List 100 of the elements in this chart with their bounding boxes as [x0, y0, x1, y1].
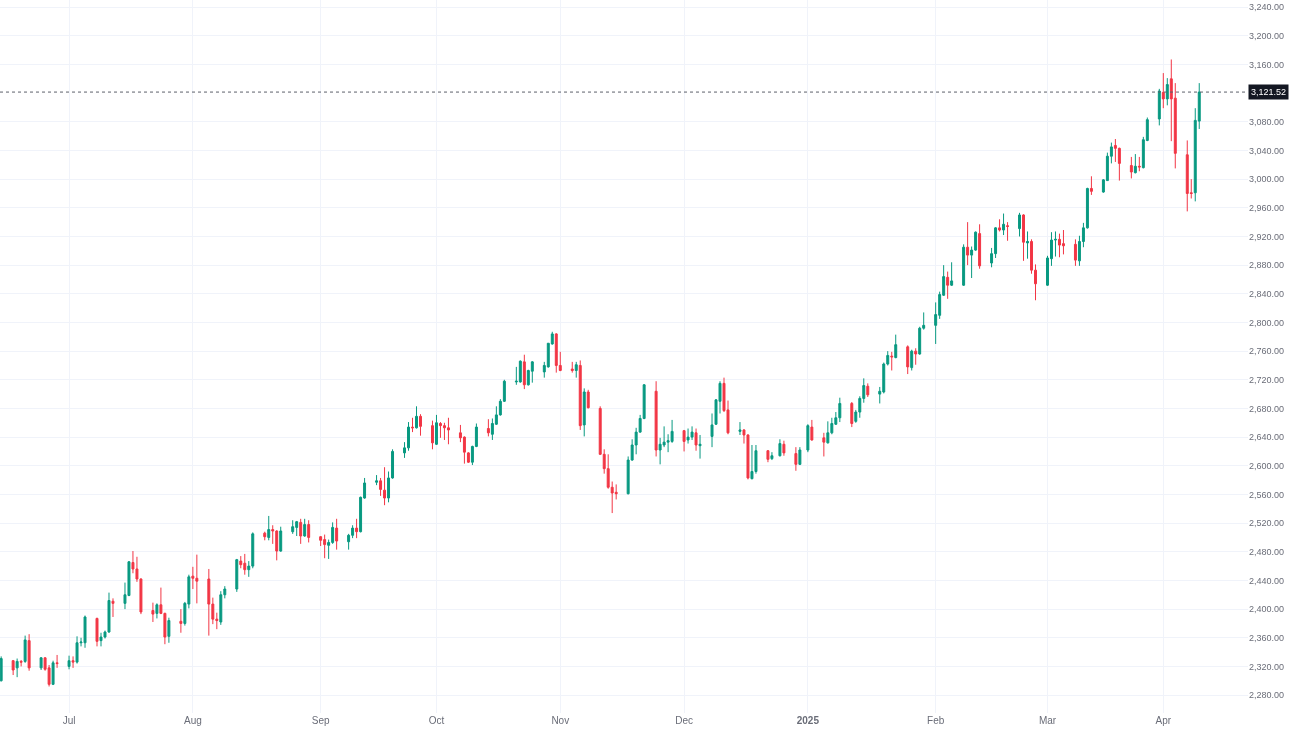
candlestick — [11, 659, 15, 676]
candlestick — [267, 515, 271, 541]
candlestick — [323, 534, 327, 559]
candlestick — [243, 553, 247, 576]
y-tick-label: 2,800.00 — [1249, 317, 1285, 328]
x-tick-label: Dec — [675, 715, 693, 726]
candlestick — [95, 617, 99, 647]
y-tick-label: 2,760.00 — [1249, 346, 1285, 357]
candlestick — [1018, 212, 1022, 237]
candlestick — [698, 434, 702, 460]
candlestick — [522, 354, 526, 390]
candlestick — [419, 413, 422, 437]
candlestick — [966, 221, 970, 266]
x-tick-label: Sep — [311, 715, 330, 726]
y-tick-label: 2,600.00 — [1249, 460, 1285, 471]
y-tick-label: 2,920.00 — [1249, 231, 1285, 242]
candlestick — [894, 334, 898, 359]
candlestick — [107, 592, 111, 634]
candlestick — [263, 532, 267, 541]
candlestick — [866, 382, 870, 398]
y-tick-label: 3,160.00 — [1249, 59, 1285, 70]
y-tick-label: 2,640.00 — [1249, 432, 1285, 443]
candlestick — [1057, 233, 1061, 258]
candlestick — [906, 344, 910, 375]
candlestick — [806, 423, 810, 453]
candlestick — [235, 558, 239, 593]
candlestick — [415, 405, 418, 430]
candlestick — [570, 361, 574, 374]
candlestick — [55, 654, 59, 669]
candlestick — [75, 635, 79, 665]
candlestick — [307, 519, 311, 543]
candlestick — [822, 432, 826, 457]
y-tick-label: 3,040.00 — [1249, 145, 1285, 156]
candlestick — [1133, 153, 1137, 174]
candlestick — [586, 389, 590, 409]
candlestick — [219, 590, 223, 626]
candlestick — [1165, 77, 1169, 106]
y-tick-label: 2,520.00 — [1249, 518, 1285, 529]
candlestick — [111, 597, 115, 618]
candlestick — [690, 425, 694, 441]
y-tick-label: 2,400.00 — [1249, 604, 1285, 615]
y-tick-label: 2,960.00 — [1249, 202, 1285, 213]
candlestick — [71, 655, 75, 669]
candlestick — [19, 659, 23, 667]
candlestick — [179, 608, 183, 634]
candlestick — [686, 428, 690, 445]
candlestick — [51, 660, 55, 686]
candlestick — [83, 615, 87, 649]
candlestick — [335, 518, 339, 551]
candlestick — [23, 635, 27, 664]
x-tick-label: Jul — [62, 715, 76, 726]
candlestick — [446, 417, 450, 445]
candlestick — [15, 658, 19, 678]
y-tick-label: 2,320.00 — [1249, 661, 1285, 672]
y-tick-label: 2,280.00 — [1249, 690, 1285, 701]
candlestick — [838, 397, 842, 423]
candlestick — [738, 421, 742, 436]
candlestick — [39, 656, 43, 671]
candlestick — [1061, 229, 1065, 255]
candlestick — [295, 520, 299, 537]
candlestick — [486, 418, 490, 437]
candlestick — [978, 223, 982, 270]
y-tick-label: 3,240.00 — [1249, 2, 1285, 13]
candlestick — [694, 428, 698, 452]
candlestick — [778, 438, 782, 457]
y-tick-label: 2,880.00 — [1249, 260, 1285, 271]
candlestick — [962, 243, 966, 287]
candlestick — [850, 401, 854, 428]
candlestick — [207, 568, 211, 637]
y-tick-label: 2,720.00 — [1249, 374, 1285, 385]
candlestick — [946, 271, 950, 300]
candlestick — [826, 420, 830, 445]
candlestick — [438, 423, 442, 439]
candlestick — [1185, 139, 1189, 212]
candlestick — [890, 351, 894, 371]
x-tick-label: Mar — [1038, 715, 1057, 726]
candlestick — [151, 602, 155, 623]
candlestick — [1026, 230, 1029, 260]
candlestick — [431, 420, 434, 450]
x-tick-label: Apr — [1155, 715, 1172, 726]
candlestick — [782, 440, 786, 457]
candlestick — [518, 359, 522, 384]
x-tick-label: Aug — [183, 715, 202, 726]
candlestick — [654, 380, 658, 457]
candlestick — [998, 218, 1002, 232]
y-tick-label: 2,480.00 — [1249, 546, 1285, 557]
y-tick-label: 2,560.00 — [1249, 489, 1285, 500]
candlestick — [1022, 213, 1025, 262]
candlestick — [530, 360, 534, 384]
candlestick — [99, 632, 103, 647]
candlestick — [375, 474, 379, 486]
candlestick — [578, 359, 582, 431]
candlestick — [798, 446, 802, 466]
ref-line-label: 3,121.52 — [1251, 87, 1287, 97]
y-tick-label: 3,000.00 — [1249, 174, 1285, 185]
candlestick — [910, 349, 914, 371]
candlestick — [794, 446, 798, 472]
candlestick — [383, 466, 387, 506]
candlestick — [275, 529, 279, 561]
candlestick — [303, 518, 307, 538]
